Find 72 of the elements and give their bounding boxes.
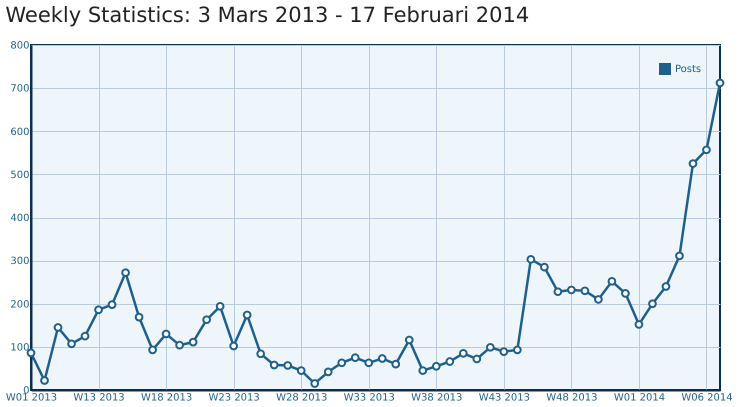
chart-title: Weekly Statistics: 3 Mars 2013 - 17 Februari 2014 [5, 3, 530, 27]
point [662, 282, 670, 291]
point [418, 366, 428, 375]
point [513, 346, 522, 354]
legend-label: Posts [675, 64, 702, 75]
point [80, 332, 90, 340]
point [526, 254, 536, 264]
point [270, 360, 279, 370]
x-tick-label: W06 2014 [681, 392, 733, 404]
point [378, 354, 387, 363]
point [310, 379, 320, 388]
point [445, 357, 454, 366]
point [121, 268, 130, 278]
point [594, 295, 603, 304]
point [94, 305, 103, 314]
point [54, 323, 62, 332]
point [188, 338, 198, 346]
point [296, 366, 306, 375]
y-tick-label: 200 [10, 299, 30, 310]
point [148, 346, 157, 354]
y-tick-label: 300 [10, 256, 30, 268]
point [350, 353, 360, 362]
point [499, 347, 508, 356]
point [134, 312, 144, 322]
x-tick-label: W38 2013 [411, 392, 462, 404]
point [229, 342, 238, 350]
point [391, 360, 400, 368]
point [256, 349, 266, 358]
point [242, 310, 252, 320]
y-tick-label: 600 [10, 126, 30, 138]
point [580, 286, 590, 296]
point [458, 348, 468, 358]
x-tick-label: W01 2013 [6, 392, 58, 404]
y-tick-label: 100 [10, 342, 30, 354]
point [688, 159, 698, 168]
x-tick-label: W28 2013 [276, 392, 328, 404]
point [337, 358, 346, 368]
point [216, 302, 224, 311]
x-tick-label: W18 2013 [140, 392, 192, 404]
x-tick-label: W01 2014 [614, 392, 666, 404]
y-tick-label: 800 [10, 40, 30, 52]
point [716, 78, 724, 88]
x-tick-label: W43 2013 [478, 392, 530, 404]
x-tick-label: W48 2013 [546, 392, 598, 404]
x-tick-label: W33 2013 [344, 392, 395, 404]
y-tick-label: 500 [10, 170, 30, 181]
point [202, 315, 211, 324]
point [40, 376, 49, 385]
point [67, 340, 76, 348]
point [175, 340, 184, 350]
point [554, 287, 562, 296]
point [404, 336, 414, 344]
point [675, 252, 684, 260]
point [634, 320, 644, 329]
point [472, 354, 482, 364]
point [364, 358, 374, 368]
y-tick-label: 400 [10, 213, 30, 224]
point [702, 145, 711, 154]
point [432, 362, 441, 371]
point [608, 276, 616, 286]
point [324, 368, 333, 376]
point [567, 286, 576, 294]
point [486, 342, 495, 352]
point [108, 300, 116, 309]
x-tick-label: W23 2013 [208, 392, 260, 404]
point [283, 361, 292, 370]
point [540, 262, 549, 272]
point [648, 299, 657, 308]
point [162, 330, 170, 338]
point [621, 289, 630, 298]
y-tick-label: 700 [10, 84, 30, 95]
x-tick-label: W13 2013 [73, 392, 125, 404]
